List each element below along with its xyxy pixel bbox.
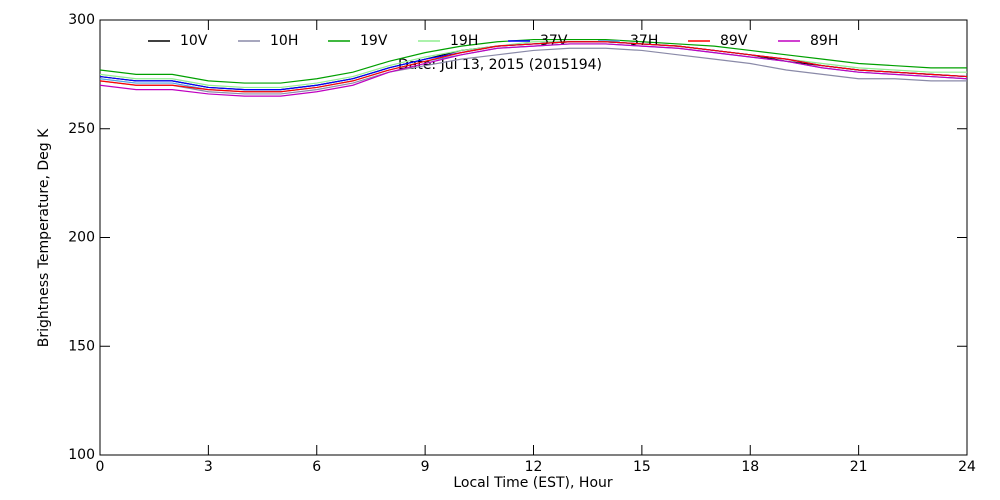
y-tick-label: 300 [68, 12, 95, 28]
x-tick-label: 21 [850, 459, 868, 475]
series-line [99, 47, 967, 95]
series-line [99, 41, 968, 93]
x-tick-label: 12 [525, 459, 543, 475]
legend-label: 10V [180, 33, 208, 49]
x-tick-label: 18 [741, 459, 759, 475]
legend-label: 89V [720, 33, 748, 49]
y-tick-label: 200 [68, 230, 95, 246]
x-tick-label: 9 [421, 459, 430, 475]
x-tick-label: 6 [312, 459, 321, 475]
legend-label: 89H [810, 33, 838, 49]
series-line [99, 38, 967, 84]
legend-label: 19V [360, 33, 388, 49]
y-tick-label: 100 [68, 447, 95, 463]
plot-frame [99, 19, 968, 456]
x-axis-label: Local Time (EST), Hour [453, 475, 613, 491]
x-tick-label: 15 [633, 459, 651, 475]
x-tick-label: 24 [958, 459, 976, 475]
legend-label: 37V [540, 33, 568, 49]
series-line [99, 43, 968, 97]
legend-label: 19H [450, 33, 478, 49]
y-tick-label: 150 [68, 338, 95, 354]
y-tick-label: 250 [68, 121, 95, 137]
series-line [99, 41, 967, 89]
x-tick-label: 3 [204, 459, 213, 475]
legend-label: 10H [270, 33, 298, 49]
x-tick-label: 0 [96, 459, 105, 475]
y-axis-label: Brightness Temperature, Deg K [36, 128, 52, 347]
